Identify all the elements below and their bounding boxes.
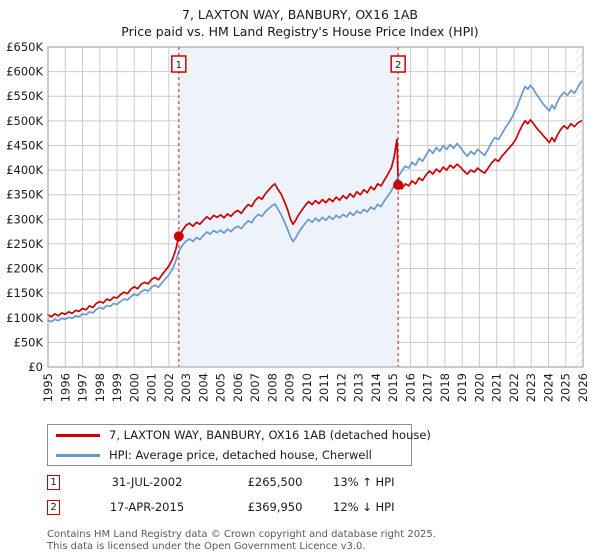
svg-text:2006: 2006 bbox=[231, 373, 245, 402]
footer-licence-line: This data is licensed under the Open Gov… bbox=[47, 540, 366, 552]
sale-event-vertical-lines bbox=[178, 47, 399, 367]
svg-text:£250K: £250K bbox=[6, 237, 43, 251]
svg-text:2001: 2001 bbox=[145, 373, 159, 402]
svg-text:2012: 2012 bbox=[334, 373, 348, 402]
legend-item-price-paid: 7, LAXTON WAY, BANBURY, OX16 1AB (detach… bbox=[48, 425, 431, 445]
chart-series-lines bbox=[47, 80, 583, 323]
legend-label-price-paid: 7, LAXTON WAY, BANBURY, OX16 1AB (detach… bbox=[109, 428, 431, 442]
svg-text:2022: 2022 bbox=[507, 373, 521, 402]
svg-text:£300K: £300K bbox=[6, 212, 43, 226]
svg-text:2014: 2014 bbox=[369, 373, 383, 402]
svg-text:2007: 2007 bbox=[248, 373, 262, 402]
legend-item-hpi: HPI: Average price, detached house, Cher… bbox=[48, 445, 411, 465]
svg-text:2018: 2018 bbox=[438, 373, 452, 402]
y-axis-tick-labels: £0 £50K £100K £150K £200K £250K £300K £350K £400… bbox=[6, 40, 43, 374]
legend-label-hpi: HPI: Average price, detached house, Cher… bbox=[109, 448, 372, 462]
svg-text:2024: 2024 bbox=[541, 373, 555, 402]
sale-price-2: £369,950 bbox=[247, 500, 303, 514]
sale-event-markers bbox=[173, 179, 404, 242]
svg-text:£650K: £650K bbox=[6, 40, 43, 54]
svg-text:2003: 2003 bbox=[179, 373, 193, 402]
sale-hpi-delta-1: 13% ↑ HPI bbox=[333, 475, 395, 489]
svg-text:2011: 2011 bbox=[317, 373, 331, 402]
sale-period-highlight-band bbox=[178, 47, 399, 367]
sale-date-2: 17-APR-2015 bbox=[109, 500, 185, 514]
attribution-footer: Contains HM Land Registry data © Crown c… bbox=[47, 529, 567, 552]
svg-text:2: 2 bbox=[395, 60, 401, 71]
svg-text:£400K: £400K bbox=[6, 163, 43, 177]
footer-copyright-line: Contains HM Land Registry data © Crown c… bbox=[47, 529, 436, 540]
svg-text:2005: 2005 bbox=[214, 373, 228, 402]
svg-text:£200K: £200K bbox=[6, 262, 43, 276]
x-axis-tick-labels: 1995 1996 1997 1998 1999 2000 2001 2002 2003 2004… bbox=[41, 373, 590, 402]
table-row[interactable]: 1 31-JUL-2002 £265,500 13% ↑ HPI bbox=[47, 472, 417, 497]
svg-text:2008: 2008 bbox=[265, 373, 279, 402]
chart-title-block: 7, LAXTON WAY, BANBURY, OX16 1AB Price p… bbox=[0, 0, 600, 40]
svg-text:2000: 2000 bbox=[127, 373, 141, 402]
sales-table: 1 31-JUL-2002 £265,500 13% ↑ HPI 2 17-AP… bbox=[47, 472, 417, 522]
svg-text:1995: 1995 bbox=[41, 373, 55, 402]
svg-text:1998: 1998 bbox=[93, 373, 107, 402]
sale-price-1: £265,500 bbox=[247, 475, 303, 489]
sale-date-1: 31-JUL-2002 bbox=[111, 475, 183, 489]
chart-plot-area: £0 £50K £100K £150K £200K £250K £300K £350K £400… bbox=[6, 40, 590, 402]
svg-text:2015: 2015 bbox=[386, 373, 400, 402]
svg-text:£550K: £550K bbox=[6, 89, 43, 103]
svg-text:2013: 2013 bbox=[352, 373, 366, 402]
svg-text:2019: 2019 bbox=[455, 373, 469, 402]
sale-index-badge-1: 1 bbox=[47, 475, 60, 490]
svg-text:2017: 2017 bbox=[421, 373, 435, 402]
svg-text:1996: 1996 bbox=[58, 373, 72, 402]
svg-text:2023: 2023 bbox=[524, 373, 538, 402]
sale-index-badge-2: 2 bbox=[47, 500, 60, 515]
svg-text:£450K: £450K bbox=[6, 138, 43, 152]
svg-text:2016: 2016 bbox=[403, 373, 417, 402]
page-title: 7, LAXTON WAY, BANBURY, OX16 1AB bbox=[182, 7, 418, 22]
svg-text:£100K: £100K bbox=[6, 311, 43, 325]
svg-text:2004: 2004 bbox=[196, 373, 210, 402]
svg-text:2002: 2002 bbox=[162, 373, 176, 402]
chart-legend: 7, LAXTON WAY, BANBURY, OX16 1AB (detach… bbox=[47, 424, 431, 466]
svg-text:£350K: £350K bbox=[6, 188, 43, 202]
svg-text:£0: £0 bbox=[28, 360, 43, 374]
svg-text:1997: 1997 bbox=[76, 373, 90, 402]
svg-text:1: 1 bbox=[176, 60, 182, 71]
svg-text:2009: 2009 bbox=[283, 373, 297, 402]
svg-text:2026: 2026 bbox=[576, 373, 590, 402]
svg-text:£600K: £600K bbox=[6, 65, 43, 79]
page-subtitle: Price paid vs. HM Land Registry's House … bbox=[121, 24, 479, 39]
future-projection-band bbox=[576, 47, 583, 367]
svg-text:£50K: £50K bbox=[14, 335, 44, 349]
legend-swatch-hpi bbox=[56, 453, 100, 457]
svg-text:£500K: £500K bbox=[6, 114, 43, 128]
svg-text:2020: 2020 bbox=[472, 373, 486, 402]
svg-text:2025: 2025 bbox=[559, 373, 573, 402]
svg-text:2010: 2010 bbox=[300, 373, 314, 402]
plot-frame bbox=[47, 46, 584, 368]
legend-swatch-price-paid bbox=[56, 433, 100, 437]
table-row[interactable]: 2 17-APR-2015 £369,950 12% ↓ HPI bbox=[47, 497, 417, 522]
sale-hpi-delta-2: 12% ↓ HPI bbox=[333, 500, 395, 514]
svg-text:1999: 1999 bbox=[110, 373, 124, 402]
svg-text:£150K: £150K bbox=[6, 286, 43, 300]
svg-text:2021: 2021 bbox=[490, 373, 504, 402]
